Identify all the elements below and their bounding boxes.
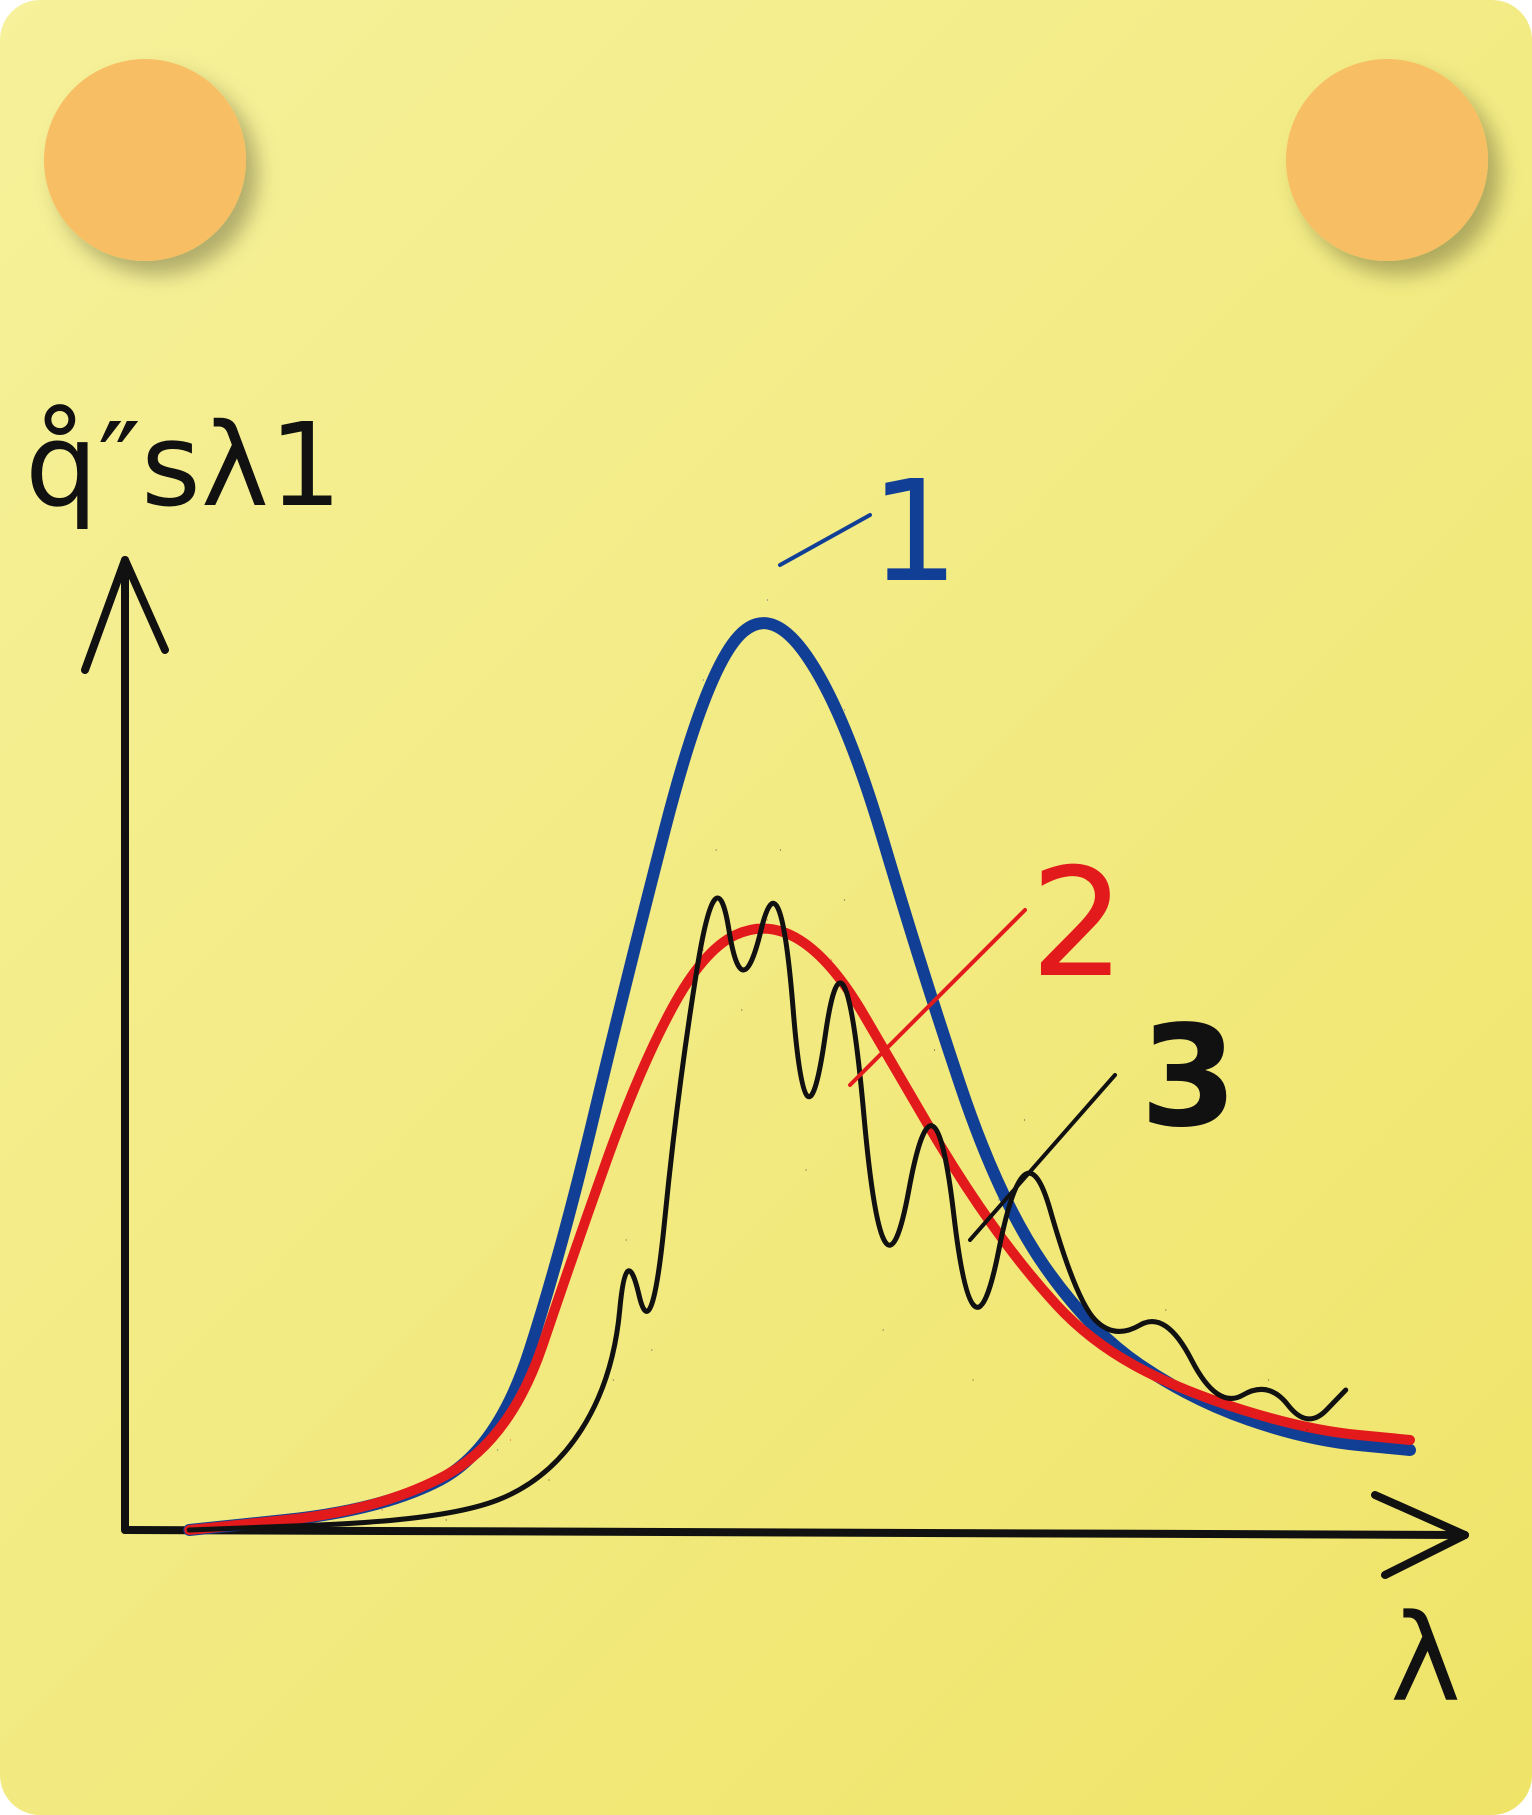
series-3-point: [1075, 1299, 1077, 1301]
series-2-point: [381, 1509, 383, 1511]
y-axis-arrow: [81, 556, 169, 674]
series-2-leader: [848, 908, 1027, 1087]
series-3-leader: [968, 1073, 1117, 1242]
series-1-point: [1409, 1449, 1411, 1451]
pin-left: [44, 59, 246, 261]
x-axis: [121, 1526, 1469, 1539]
series-2-point: [1024, 1269, 1025, 1271]
series-2-point: [1178, 1389, 1180, 1391]
series-2-point: [767, 919, 768, 921]
y-axis-label: q̊″sλ1: [25, 399, 342, 533]
series-2-point: [895, 1069, 897, 1071]
series-3-point: [677, 1089, 679, 1091]
series-3-point: [972, 1379, 974, 1381]
series-3-point: [805, 1169, 807, 1171]
series-layer: [183, 599, 1416, 1536]
series-1-point: [921, 969, 923, 971]
series-3-point: [1345, 1389, 1347, 1391]
series-1-point: [625, 979, 627, 981]
series-2-point: [1088, 1339, 1090, 1341]
series-1-point: [497, 1449, 499, 1451]
series-2-line: [184, 923, 1415, 1535]
series-3-point: [445, 1519, 447, 1521]
series-1-label: 1: [870, 451, 959, 614]
x-axis-label: λ: [1390, 1590, 1461, 1729]
series-3-point: [1113, 1339, 1115, 1341]
series-2-point: [574, 1249, 576, 1251]
series-2-point: [831, 959, 833, 961]
series-3-point: [612, 1379, 614, 1381]
series-3-point: [844, 899, 846, 901]
series-3-label: 3: [1140, 996, 1237, 1159]
series-2-point: [959, 1179, 961, 1181]
series-1-leader: [778, 513, 872, 567]
series-3-point: [1165, 1309, 1167, 1311]
x-axis-arrow: [1371, 1491, 1469, 1579]
series-1-point: [702, 679, 704, 681]
series-3-point: [1306, 1429, 1308, 1431]
series-3-point: [882, 1329, 884, 1331]
series-1-point: [1191, 1399, 1193, 1401]
series-2-label: 2: [1030, 837, 1125, 1011]
series-1-point: [844, 709, 846, 711]
series-2-point: [1409, 1439, 1411, 1441]
series-3-point: [934, 1049, 936, 1051]
series-3-point: [779, 849, 781, 851]
series-3-point: [548, 1479, 550, 1481]
series-3-point: [625, 1239, 627, 1241]
series-3-point: [1216, 1409, 1218, 1411]
series-2-point: [638, 1069, 640, 1071]
series-3-point: [651, 1349, 653, 1351]
series-3-point: [188, 1529, 190, 1531]
series-1-point: [1306, 1439, 1308, 1441]
pin-right: [1286, 59, 1488, 261]
series-3-point: [1024, 1119, 1025, 1121]
series-2-point: [702, 949, 704, 951]
series-1-point: [561, 1249, 563, 1251]
series-3-line: [186, 895, 1349, 1533]
series-3-point: [1268, 1379, 1270, 1381]
series-1-point: [767, 599, 768, 601]
series-3-point: [741, 1009, 743, 1011]
series-3-point: [715, 849, 717, 851]
series-2-point: [510, 1439, 511, 1441]
series-1-point: [998, 1199, 1000, 1201]
